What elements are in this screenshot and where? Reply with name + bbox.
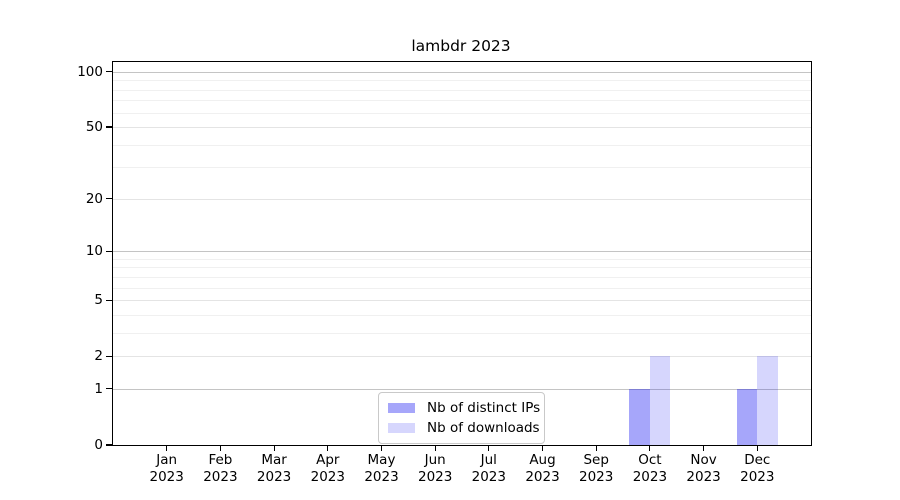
y-tick-label-2: 2 [94,348,103,365]
y-tick-100 [106,71,113,73]
x-tick-label-oct: Oct 2023 [610,452,690,486]
x-tick-year: 2023 [203,469,238,485]
x-tick-year: 2023 [256,469,292,485]
bar-oct-series1 [649,356,671,445]
gridline-y-6 [113,287,811,289]
y-tick-label-50: 50 [85,119,103,135]
gridline-y-1 [113,388,811,390]
y-tick-label-0: 0 [94,437,103,453]
x-tick-aug [541,445,544,451]
x-tick-label-sep: Sep 2023 [556,452,636,486]
y-tick-label-5: 5 [94,292,103,309]
plot-area: 0 1 2 5 10 20 50 100 Jan 2023 Feb 2023 Mar 2023 Apr 20… [77,61,812,485]
x-tick-label-jul: Jul 2023 [449,452,529,486]
gridline-y-60 [113,112,811,114]
x-tick-nov [703,445,705,451]
gridline-y-2 [113,356,811,358]
gridline-y-90 [113,80,811,82]
x-tick-feb [219,445,221,451]
x-tick-month: May [367,452,396,468]
gridline-y-4 [113,314,811,316]
x-tick-sep [595,445,597,451]
gridline-y-50 [113,127,811,128]
x-tick-label-apr: Apr 2023 [288,452,368,486]
y-tick-50 [106,126,113,128]
x-tick-year: 2023 [418,469,453,485]
x-tick-year: 2023 [149,469,184,485]
x-tick-year: 2023 [471,469,506,485]
gridline-y-40 [113,144,811,146]
x-tick-apr [327,445,329,451]
gridline-y-3 [113,332,811,334]
x-tick-label-jan: Jan 2023 [127,452,207,486]
legend-item-0: Nb of distinct IPs [388,398,540,418]
bar-oct-series0 [629,388,650,445]
x-tick-month: Feb [208,452,233,468]
x-tick-may [380,445,383,451]
gridline-y-20 [113,198,811,200]
gridline-y-100 [113,71,811,73]
bar-dec-series0 [736,388,758,445]
x-tick-month: Jan [156,452,178,468]
legend-swatch-1 [388,423,415,433]
y-tick-5 [106,299,113,301]
x-tick-year: 2023 [525,469,560,485]
x-tick-month: Aug [529,452,556,468]
bar-dec-series1 [757,356,778,445]
x-tick-label-nov: Nov 2023 [664,452,744,486]
x-tick-month: Jun [424,452,446,468]
gridline-y-10 [113,251,811,253]
x-tick-dec [756,445,758,451]
y-tick-2 [106,355,113,357]
x-tick-month: Oct [638,452,662,468]
gridline-y-8 [113,267,811,269]
legend-item-1: Nb of downloads [388,418,540,438]
x-tick-year: 2023 [579,469,614,485]
gridline-y-70 [113,100,811,102]
x-tick-label-dec: Dec 2023 [717,452,797,486]
x-tick-month: Jul [480,452,497,468]
x-tick-year: 2023 [310,469,345,485]
x-tick-month: Nov [690,452,717,468]
gridline-y-7 [113,276,811,278]
y-tick-label-10: 10 [85,243,103,260]
x-tick-month: Dec [744,452,771,468]
chart-title: lambdr 2023 [411,37,511,55]
x-tick-jun [434,445,436,451]
x-tick-year: 2023 [740,469,775,485]
x-tick-label-aug: Aug 2023 [503,452,583,486]
x-tick-year: 2023 [686,469,721,485]
x-tick-month: Sep [583,452,609,468]
x-tick-year: 2023 [632,469,668,485]
gridline-y-30 [113,167,811,169]
legend-label-1: Nb of downloads [427,420,540,436]
legend: Nb of distinct IPs Nb of downloads [378,392,545,444]
x-tick-oct [649,445,651,451]
legend-swatch-0 [388,403,415,413]
legend-label-0: Nb of distinct IPs [427,400,541,416]
x-tick-label-jun: Jun 2023 [395,452,475,486]
x-tick-label-feb: Feb 2023 [180,452,260,486]
x-tick-year: 2023 [364,469,399,485]
y-tick-1 [106,388,113,390]
x-tick-label-mar: Mar 2023 [234,452,314,486]
y-tick-label-100: 100 [77,63,103,80]
x-tick-jul [488,445,490,451]
x-tick-label-may: May 2023 [342,452,422,486]
y-tick-20 [106,198,113,200]
y-tick-label-1: 1 [94,380,103,397]
x-tick-jan [166,445,168,451]
gridline-y-5 [113,300,811,302]
y-tick-10 [106,250,113,252]
x-tick-month: Mar [261,452,287,468]
x-tick-month: Apr [316,452,340,468]
gridline-y-9 [113,258,811,260]
gridline-y-80 [113,89,811,91]
x-tick-mar [273,445,275,451]
y-tick-0 [106,444,113,446]
y-tick-label-20: 20 [85,190,103,207]
